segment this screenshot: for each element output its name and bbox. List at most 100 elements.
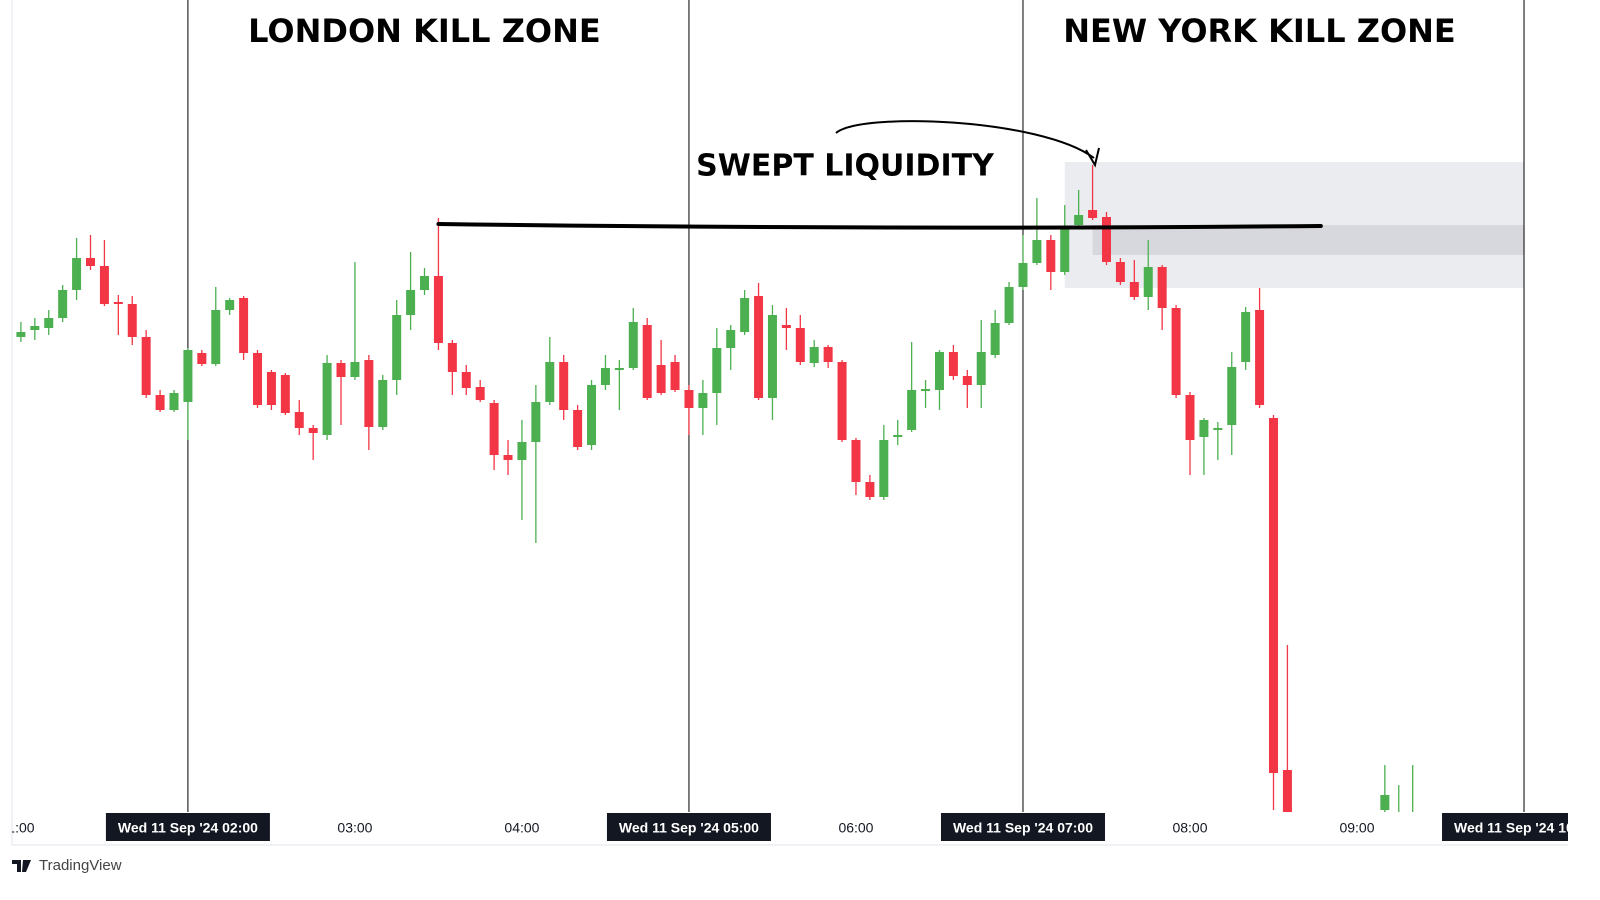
x-tick-label: Wed 11 Sep '24 10:00: [1454, 820, 1594, 836]
candle-body: [378, 380, 388, 427]
candle-body: [280, 375, 290, 413]
candle-body: [600, 368, 610, 385]
candle-body: [531, 402, 541, 442]
candle-body: [740, 298, 750, 332]
candle-body: [364, 360, 374, 427]
candle-body: [350, 362, 360, 377]
candle-body: [670, 362, 680, 390]
candle-body: [656, 365, 666, 393]
candle-body: [962, 376, 972, 385]
logo-text: TradingView: [39, 857, 122, 874]
x-tick-box: [940, 813, 1105, 841]
candle-body: [976, 352, 986, 385]
x-tick-label: 09:00: [1339, 820, 1374, 836]
arrow-head: [1085, 147, 1100, 168]
candle-body: [253, 353, 263, 405]
x-tick-label: Wed 11 Sep '24 07:00: [953, 820, 1093, 836]
candle-body: [1227, 367, 1237, 425]
candle-body: [489, 403, 499, 455]
candle-body: [58, 290, 68, 318]
candle-body: [1255, 310, 1265, 405]
x-tick-label: 03:00: [337, 820, 372, 836]
candle-body: [266, 372, 276, 405]
candle-body: [183, 350, 193, 402]
candle-body: [684, 390, 694, 408]
candle-body: [113, 302, 123, 304]
candle-body: [99, 266, 109, 304]
candle-body: [239, 298, 249, 353]
candle-body: [1143, 267, 1153, 297]
x-tick-label: 06:00: [838, 820, 873, 836]
candle-body: [475, 387, 485, 400]
candle-body: [1199, 420, 1209, 437]
zone: [1092, 225, 1525, 255]
candle-body: [30, 326, 40, 330]
candle-body: [934, 352, 944, 390]
kill-zone-title: LONDON KILL ZONE: [248, 12, 601, 50]
x-tick-label: Wed 11 Sep '24 02:00: [118, 820, 258, 836]
annotation: SWEPT LIQUIDITY: [696, 149, 995, 184]
logo: TradingView: [12, 857, 122, 874]
candle-body: [141, 337, 151, 395]
candle-body: [642, 325, 652, 398]
candle-body: [1241, 312, 1251, 362]
candle-body: [809, 347, 819, 363]
candle-body: [211, 310, 221, 364]
candle-body: [614, 368, 624, 370]
candle-body: [559, 362, 569, 410]
candle-body: [433, 276, 443, 343]
candle-body: [420, 276, 430, 290]
candles: [16, 165, 1414, 812]
candle-body: [893, 435, 903, 437]
candle-body: [781, 325, 791, 328]
candle-body: [16, 332, 26, 337]
candle-body: [712, 348, 722, 393]
x-tick-box: [606, 813, 771, 841]
candle-body: [1157, 267, 1167, 308]
level-group: [436, 222, 1323, 230]
x-tick-label: 08:00: [1172, 820, 1207, 836]
candle-body: [1060, 228, 1070, 272]
x-tick-box: [105, 813, 270, 841]
x-tick-label: 1:00: [7, 820, 34, 836]
candle-body: [921, 389, 931, 391]
candle-body: [545, 362, 555, 402]
candle-body: [1282, 770, 1292, 812]
candle-body: [44, 318, 54, 328]
candle-body: [322, 363, 332, 435]
candle-body: [990, 323, 1000, 355]
candle-body: [587, 385, 597, 445]
candle-body: [795, 328, 805, 362]
candle-body: [726, 330, 736, 348]
candle-body: [72, 258, 82, 290]
candle-body: [1171, 308, 1181, 395]
candle-body: [1269, 418, 1279, 773]
candle-body: [1074, 215, 1084, 225]
x-axis: 1:00 Wed 11 Sep '24 02:00 03:00 04:00 Wed 11…: [7, 813, 1594, 841]
candle-body: [1115, 262, 1125, 282]
candle-body: [1213, 428, 1223, 430]
candle-body: [573, 410, 583, 447]
candle-body: [851, 440, 861, 482]
swept-level-line: [436, 222, 1323, 230]
candle-body: [1088, 210, 1098, 218]
candle-body: [127, 304, 137, 337]
plot-area: [12, 0, 1568, 845]
candle-body: [85, 258, 95, 266]
x-tick-label: Wed 11 Sep '24 05:00: [619, 820, 759, 836]
x-tick-box: [1442, 813, 1568, 841]
logo-icon: [12, 860, 31, 872]
candle-body: [503, 455, 513, 460]
candle-body: [767, 315, 777, 398]
candle-body: [698, 393, 708, 408]
candle-body: [1046, 240, 1056, 272]
candle-body: [294, 412, 304, 428]
candle-body: [225, 300, 235, 310]
titles: LONDON KILL ZONE NEW YORK KILL ZONE: [248, 12, 1456, 50]
arrow: [835, 120, 1095, 159]
candle-body: [406, 290, 416, 315]
candle-body: [865, 482, 875, 497]
candle-body: [155, 395, 165, 410]
